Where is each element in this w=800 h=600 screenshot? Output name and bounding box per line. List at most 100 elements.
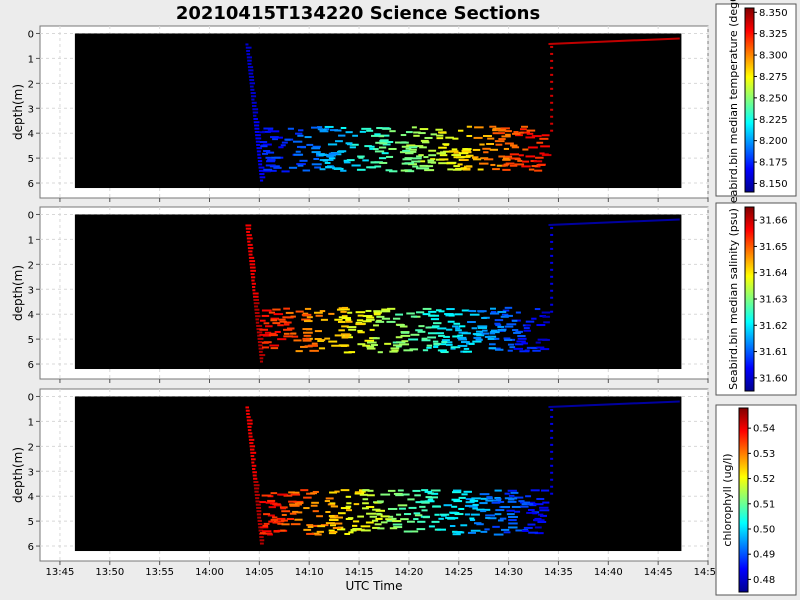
data-bin (259, 173, 265, 176)
data-bin (256, 510, 262, 513)
data-bin (346, 502, 352, 505)
data-bin (272, 503, 281, 506)
data-bin (328, 340, 338, 343)
data-bin (272, 521, 278, 524)
data-bin (320, 318, 328, 321)
data-bin (262, 170, 271, 173)
data-bin (453, 156, 464, 159)
data-bin (332, 167, 342, 170)
data-bin (441, 339, 450, 342)
data-bin (537, 513, 544, 516)
data-bin (550, 485, 554, 488)
data-bin (247, 425, 252, 428)
data-bin (509, 346, 516, 349)
data-bin (295, 132, 303, 135)
data-bin (423, 156, 429, 159)
data-bin (360, 529, 371, 532)
data-bin (248, 75, 254, 78)
data-bin (471, 156, 477, 159)
data-bin (421, 339, 431, 342)
y-tick-label: 2 (28, 260, 34, 271)
data-bin (431, 520, 440, 523)
data-bin (315, 314, 323, 317)
data-bin (371, 134, 380, 137)
data-bin (318, 154, 325, 157)
data-bin (341, 315, 348, 318)
data-bin (452, 335, 460, 338)
data-bin (280, 529, 286, 532)
data-bin (495, 498, 502, 501)
data-bin (400, 169, 408, 172)
data-bin (526, 129, 536, 132)
colorbar-tick-label: 0.48 (753, 575, 775, 586)
data-bin (550, 429, 554, 432)
data-bin (258, 350, 263, 353)
data-background (74, 214, 682, 370)
data-bin (348, 328, 357, 331)
data-bin (331, 344, 341, 347)
data-bin (494, 322, 501, 325)
data-bin (460, 158, 469, 161)
data-bin (374, 523, 382, 526)
data-bin (380, 310, 391, 313)
data-bin (425, 496, 432, 499)
data-bin (283, 332, 290, 335)
data-bin (276, 517, 286, 520)
data-bin (550, 464, 554, 467)
data-bin (369, 515, 377, 518)
data-bin (269, 344, 280, 347)
data-bin (519, 128, 527, 131)
data-bin (317, 525, 326, 528)
data-bin (264, 331, 272, 334)
data-bin (385, 518, 395, 521)
data-bin (300, 345, 308, 348)
data-bin (270, 347, 279, 350)
data-bin (245, 406, 250, 409)
data-bin (388, 147, 397, 150)
data-bin (480, 497, 488, 500)
data-bin (435, 128, 443, 131)
colorbar-tick-label: 31.61 (759, 347, 788, 358)
data-bin (500, 127, 510, 130)
data-bin (433, 345, 439, 348)
data-bin (347, 143, 353, 146)
colorbar-tick-label: 31.63 (759, 295, 788, 306)
data-bin (324, 161, 331, 164)
data-bin (550, 52, 554, 55)
data-bin (248, 72, 254, 75)
data-bin (440, 351, 449, 354)
data-bin (507, 500, 517, 503)
data-bin (448, 150, 459, 153)
data-bin (477, 310, 487, 313)
data-bin (410, 333, 420, 336)
data-bin (437, 528, 447, 531)
data-bin (252, 105, 257, 108)
data-bin (526, 511, 536, 514)
data-bin (542, 501, 550, 504)
data-bin (452, 489, 462, 492)
data-bin (362, 507, 369, 510)
data-bin (327, 155, 334, 158)
data-bin (408, 338, 419, 341)
data-bin (485, 514, 496, 517)
data-bin (324, 500, 331, 503)
data-bin (343, 161, 351, 164)
data-bin (424, 169, 435, 172)
data-marks (245, 400, 680, 545)
data-bin (489, 125, 497, 128)
data-bin (374, 501, 382, 504)
data-bin (252, 471, 257, 474)
data-bin (402, 493, 410, 496)
data-bin (370, 161, 379, 164)
data-bin (441, 514, 447, 517)
data-bin (250, 88, 255, 91)
data-bin (479, 502, 488, 505)
data-bin (436, 152, 446, 155)
data-bin (438, 517, 444, 520)
data-bin (296, 145, 306, 148)
data-bin (483, 158, 494, 161)
data-bin (346, 326, 357, 329)
data-bin (432, 505, 441, 508)
data-bin (316, 126, 323, 129)
data-bin (328, 518, 339, 521)
